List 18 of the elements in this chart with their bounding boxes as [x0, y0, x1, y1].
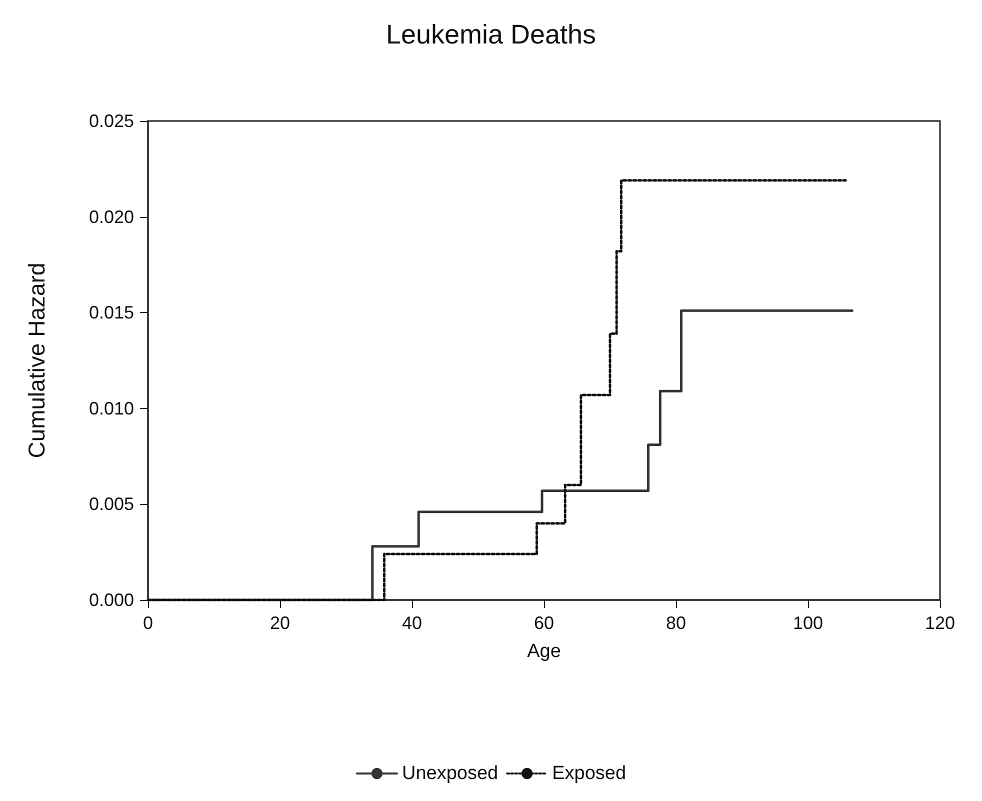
x-tick-label: 120 [924, 613, 956, 633]
chart-title: Leukemia Deaths [386, 20, 596, 50]
y-tick-label: 0.025 [88, 111, 134, 131]
y-tick-label: 0.005 [88, 494, 134, 514]
y-axis-title: Cumulative Hazard [24, 262, 50, 458]
legend-label: Unexposed [402, 763, 498, 784]
y-tick-label: 0.000 [88, 590, 134, 610]
x-tick-label: 80 [666, 613, 686, 633]
y-tick-label: 0.010 [88, 398, 134, 418]
x-tick-label: 0 [142, 613, 154, 633]
x-tick-label: 40 [402, 613, 422, 633]
x-tick-label: 60 [534, 613, 554, 633]
y-tick-label: 0.015 [88, 302, 134, 323]
x-tick-label: 20 [270, 613, 290, 633]
y-tick-label: 0.020 [88, 206, 134, 227]
x-tick-label: 100 [792, 613, 824, 633]
x-axis-title: Age [527, 641, 561, 662]
legend-label: Exposed [552, 763, 626, 784]
